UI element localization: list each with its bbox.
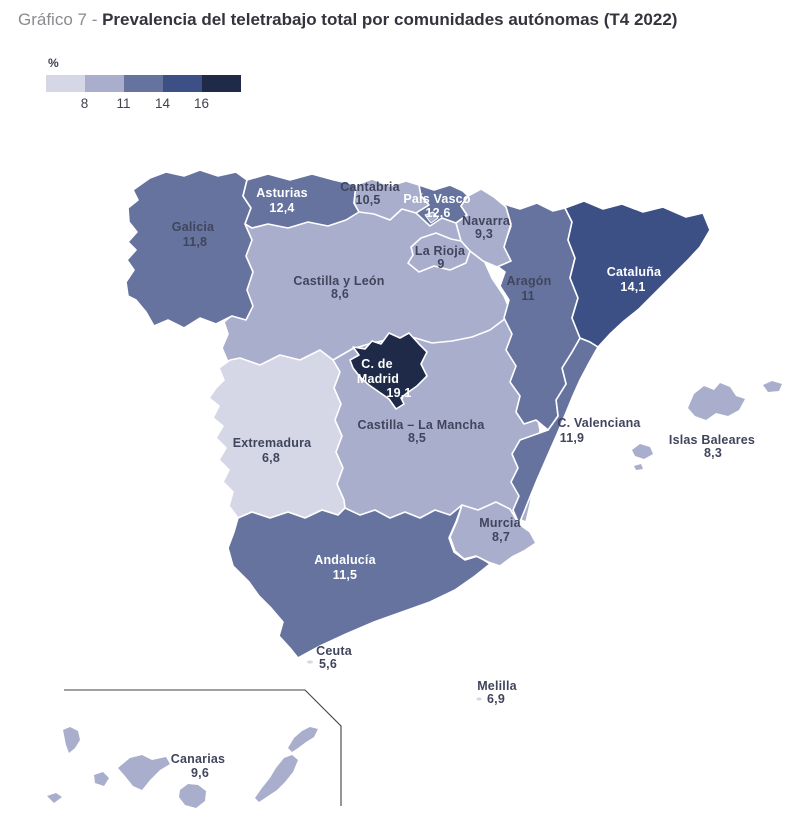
value-la-rioja: 9 [437, 257, 444, 271]
formentera-island [634, 464, 643, 470]
figure-title-text: Prevalencia del teletrabajo total por co… [102, 10, 678, 29]
value-pais-vasco: 12,6 [425, 206, 450, 220]
label-castilla-y-leon: Castilla y León [293, 274, 384, 288]
canarias-group [47, 727, 318, 808]
legend-swatch-4 [163, 75, 202, 92]
la-palma-island [63, 727, 80, 753]
figure-title: Gráfico 7 - Prevalencia del teletrabajo … [18, 10, 677, 30]
label-cantabria: Cantabria [340, 180, 400, 194]
region-murcia [449, 501, 537, 567]
value-cataluna: 14,1 [620, 280, 645, 294]
islas-baleares-group [632, 381, 782, 470]
legend-tick-16: 16 [193, 96, 210, 111]
value-castilla-la-mancha: 8,5 [408, 431, 426, 445]
label-islas-baleares: Islas Baleares [669, 433, 755, 447]
gran-canaria-island [179, 784, 206, 808]
label-navarra: Navarra [462, 214, 511, 228]
value-galicia: 11,8 [183, 235, 207, 249]
legend-tick-11: 11 [116, 96, 131, 111]
region-galicia [125, 169, 254, 329]
legend-tick-8: 8 [80, 96, 89, 111]
label-castilla-la-mancha: Castilla – La Mancha [358, 418, 486, 432]
melilla-marker [476, 697, 482, 701]
region-madrid [349, 332, 428, 410]
trevino-enclave [424, 211, 439, 224]
label-ceuta: Ceuta [316, 644, 353, 658]
value-cantabria: 10,5 [355, 193, 380, 207]
label-asturias: Asturias [256, 186, 308, 200]
label-canarias: Canarias [171, 752, 225, 766]
label-extremadura: Extremadura [233, 436, 312, 450]
region-andalucia [227, 504, 491, 659]
ibiza-island [632, 444, 653, 459]
canarias-inset-border [64, 689, 342, 806]
legend-unit-label: % [48, 56, 59, 70]
la-gomera-island [94, 772, 109, 786]
mallorca-island [688, 383, 745, 420]
value-canarias: 9,6 [191, 766, 209, 780]
label-madrid-line2: Madrid [357, 372, 399, 386]
region-cataluna [564, 200, 711, 348]
legend-tick-14: 14 [154, 96, 171, 111]
legend-swatch-5 [202, 75, 241, 92]
region-asturias [242, 173, 360, 229]
legend-swatch-2 [85, 75, 124, 92]
label-aragon: Aragón [507, 274, 552, 288]
label-cataluna: Cataluña [607, 265, 662, 279]
value-navarra: 9,3 [475, 227, 493, 241]
value-melilla: 6,9 [487, 692, 505, 706]
value-castilla-y-leon: 8,6 [331, 287, 349, 301]
value-madrid: 19,1 [386, 386, 411, 400]
label-pais-vasco: País Vasco [403, 192, 470, 206]
value-murcia: 8,7 [492, 530, 510, 544]
region-navarra [455, 188, 512, 268]
el-hierro-island [47, 793, 62, 803]
value-andalucia: 11,5 [333, 568, 357, 582]
tenerife-island [118, 755, 170, 790]
label-murcia: Murcia [479, 516, 521, 530]
value-aragon: 11 [521, 289, 535, 303]
label-galicia: Galicia [172, 220, 215, 234]
ceuta-marker [307, 660, 313, 664]
region-la-rioja [407, 232, 471, 273]
value-valenciana: 11,9 [560, 431, 584, 445]
region-labels: Galicia 11,8 Asturias 12,4 Cantabria 10,… [171, 180, 755, 780]
label-andalucia: Andalucía [314, 553, 376, 567]
label-valenciana: C. Valenciana [557, 416, 641, 430]
value-extremadura: 6,8 [262, 451, 280, 465]
figure-number: Gráfico 7 - [18, 10, 103, 29]
label-madrid-line1: C. de [361, 357, 393, 371]
region-extremadura [208, 349, 346, 519]
label-la-rioja: La Rioja [415, 244, 466, 258]
label-melilla: Melilla [477, 679, 517, 693]
legend-swatch-1 [46, 75, 85, 92]
legend-swatch-3 [124, 75, 163, 92]
legend-ticks: 8 11 14 16 [46, 96, 286, 112]
color-legend: % 8 11 14 16 [46, 56, 286, 112]
menorca-island [763, 381, 782, 392]
legend-color-scale [46, 75, 286, 92]
value-asturias: 12,4 [269, 201, 294, 215]
lanzarote-island [288, 727, 318, 752]
fuerteventura-island [255, 755, 298, 802]
value-ceuta: 5,6 [319, 657, 337, 671]
value-islas-baleares: 8,3 [704, 446, 722, 460]
